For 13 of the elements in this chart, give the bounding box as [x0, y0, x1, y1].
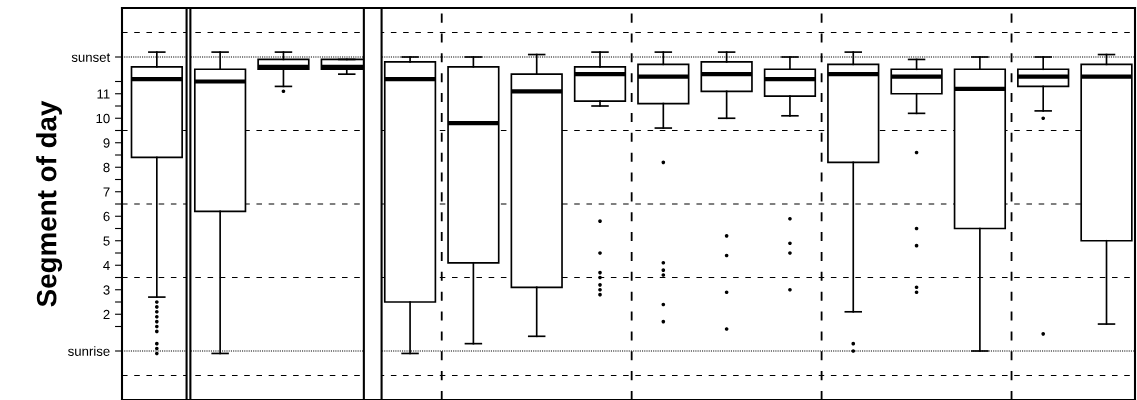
- y-tick-label: 9: [103, 138, 110, 148]
- y-tick-label: 5: [103, 236, 110, 246]
- y-tick-label: 6: [103, 211, 110, 222]
- y-tick-label: sunrise: [68, 346, 110, 356]
- y-tick-label: 2: [103, 309, 110, 320]
- y-axis-title: Segment of day: [36, 100, 63, 307]
- y-tick-label: 8: [103, 162, 110, 173]
- y-tick-label: 7: [103, 187, 110, 197]
- y-tick-label: 4: [103, 260, 110, 271]
- y-tick-label: sunset: [71, 53, 111, 62]
- y-tick-label: 3: [103, 285, 110, 295]
- y-tick-label: 11: [97, 89, 110, 99]
- y-tick-label: 10: [96, 113, 110, 124]
